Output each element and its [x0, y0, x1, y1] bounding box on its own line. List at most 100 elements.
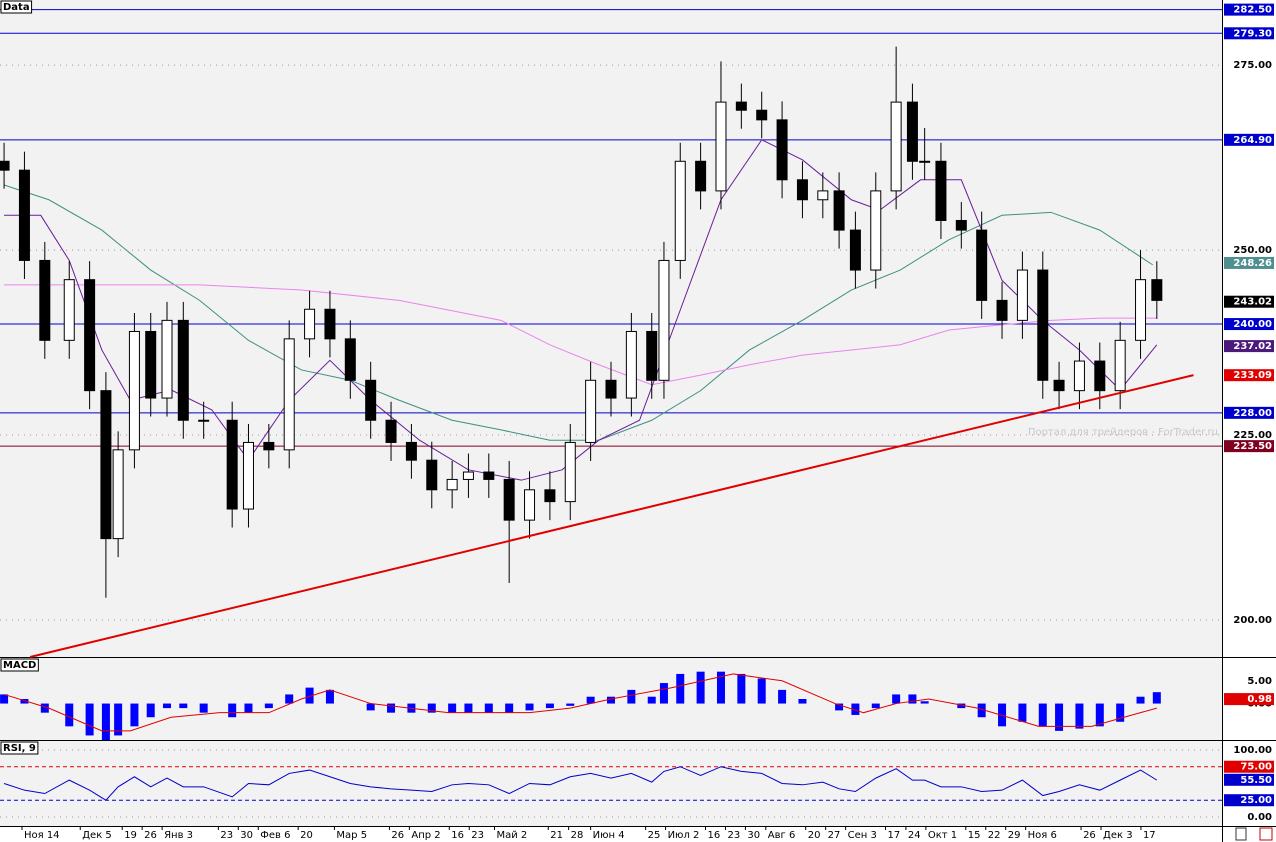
macd-bar: [101, 703, 110, 740]
macd-bar: [130, 703, 139, 727]
signal-line: [3, 673, 1157, 732]
candle-body: [128, 330, 140, 451]
x-tick-label: Янв 3: [164, 830, 193, 841]
price-marker-box: [1224, 256, 1274, 269]
level-label-box: [1224, 3, 1274, 16]
candle-body: [715, 101, 727, 192]
shift-button[interactable]: [1259, 827, 1273, 841]
y-tick-label: 200.00: [1233, 615, 1272, 626]
macd-bar: [285, 694, 294, 704]
value-marker: 55.50: [1240, 775, 1272, 786]
macd-bar: [325, 689, 334, 704]
y-tick-label: 100.00: [1233, 745, 1272, 756]
candle-body: [544, 489, 556, 503]
candle-body: [935, 160, 947, 221]
macd-bar: [448, 703, 457, 713]
x-tick-label: 29: [1008, 830, 1021, 841]
macd-bar: [696, 671, 705, 704]
price-axis-background: [1222, 0, 1276, 842]
value-marker-box: [1224, 773, 1274, 786]
candle-body: [625, 330, 637, 399]
candle-body: [1073, 360, 1085, 392]
x-tick-label: 20: [300, 830, 313, 841]
candle-body: [1135, 279, 1147, 341]
candle-body: [849, 229, 861, 271]
macd-bar: [586, 696, 595, 704]
watermark: Портал для трейдеров - ForTrader.ru: [1028, 427, 1218, 438]
panel-title-box: [0, 0, 33, 14]
x-tick-label: 22: [988, 830, 1001, 841]
level-label: 75.00: [1240, 762, 1272, 773]
panel-title: Data: [3, 2, 30, 13]
candle-body: [242, 441, 254, 510]
candle-body: [426, 459, 438, 491]
level-label: 264.90: [1233, 135, 1272, 146]
macd-bar: [1018, 703, 1027, 722]
level-label: 228.00: [1233, 408, 1272, 419]
candle-body: [324, 308, 336, 340]
x-tick-label: 23: [727, 830, 740, 841]
macd-bar: [757, 678, 766, 704]
macd-bar: [545, 703, 554, 709]
level-label-box: [1224, 440, 1274, 453]
candle-body: [39, 259, 51, 341]
level-label: 282.50: [1233, 5, 1272, 16]
macd-bar: [366, 703, 375, 711]
level-label-box: [1224, 133, 1274, 146]
macd-bar: [871, 703, 880, 709]
candle-body: [503, 478, 515, 521]
x-tick-label: 19: [124, 830, 137, 841]
candle-body: [1114, 339, 1126, 392]
x-tick-label: 17: [888, 830, 901, 841]
macd-bar: [676, 673, 685, 704]
macd-bar: [146, 703, 155, 718]
candle-body: [890, 101, 902, 192]
macd-bar: [798, 699, 807, 704]
y-tick-label: 250.00: [1233, 245, 1272, 256]
x-tick-label: 30: [747, 830, 760, 841]
macd-bar: [908, 694, 917, 704]
candle-body: [1094, 360, 1106, 392]
value-marker: 0.98: [1247, 694, 1272, 705]
candle-body: [385, 419, 397, 443]
price-marker: 248.26: [1233, 258, 1272, 269]
candle-body: [996, 299, 1008, 321]
y-tick-label: 225.00: [1233, 430, 1272, 441]
x-tick-label: Апр 2: [411, 830, 440, 841]
x-tick-label: Дек 3: [1103, 830, 1133, 841]
macd-bar: [1038, 703, 1047, 727]
price-marker: 237.02: [1233, 341, 1272, 352]
candle-body: [735, 101, 747, 111]
candle-body: [145, 330, 157, 399]
x-tick-label: Окт 1: [928, 830, 957, 841]
x-tick-label: 26: [391, 830, 404, 841]
candle-body: [1016, 269, 1028, 321]
price-marker-box: [1224, 340, 1274, 353]
x-tick-label: Июл 2: [668, 830, 700, 841]
macd-bar: [114, 703, 123, 736]
macd-bar: [244, 703, 253, 713]
candle-body: [283, 338, 295, 451]
macd-bar: [892, 694, 901, 704]
candle-body: [263, 441, 275, 451]
macd-bar: [566, 703, 575, 706]
macd-bar: [977, 703, 986, 718]
scroll-button[interactable]: [1235, 827, 1247, 841]
macd-bar: [1055, 703, 1064, 731]
candle-body: [1151, 279, 1163, 301]
panel-title: RSI, 9: [3, 743, 36, 754]
candle-body: [84, 279, 96, 392]
macd-bar: [835, 703, 844, 711]
price-marker: 233.09: [1233, 370, 1272, 381]
macd-bar: [387, 703, 396, 713]
level-label: 25.00: [1240, 795, 1272, 806]
panel-title-box: [0, 741, 39, 755]
x-tick-label: 21: [550, 830, 563, 841]
macd-bar: [957, 703, 966, 709]
level-label-box: [1224, 760, 1274, 773]
macd-bar: [1152, 692, 1161, 704]
moving-average: [3, 184, 1154, 441]
macd-bar: [1136, 696, 1145, 704]
macd-bar: [627, 689, 636, 704]
macd-bar: [264, 703, 273, 709]
